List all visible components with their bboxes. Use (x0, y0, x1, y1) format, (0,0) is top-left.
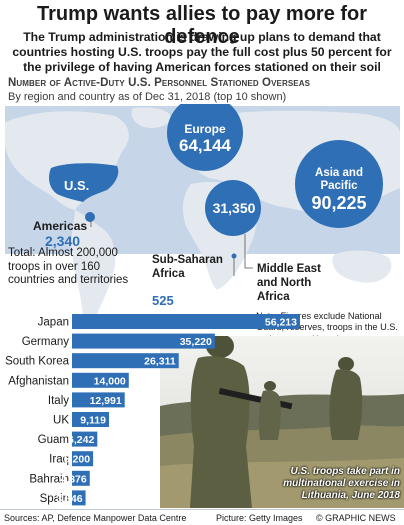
footer-sources: Sources: AP, Defence Manpower Data Centr… (4, 513, 187, 523)
category-label: Bahrain (29, 473, 69, 485)
sub-saharan-africa-bubble (231, 253, 237, 259)
americas-bubble (85, 212, 95, 222)
asia-pacific-value: 90,225 (311, 193, 367, 213)
world-map (5, 104, 400, 332)
total-note: Total: Almost 200,000 troops in over 160… (8, 247, 129, 286)
bar (72, 451, 94, 467)
greenland-shape (131, 107, 172, 128)
soldier-helmet-3 (264, 381, 276, 391)
chart-title: Number of Active-Duty U.S. Personnel Sta… (8, 77, 311, 89)
europe-value: 64,144 (179, 136, 231, 155)
bar (72, 353, 179, 369)
americas-name: Americas (33, 219, 88, 233)
category-label: Italy (48, 395, 69, 407)
bar (72, 431, 98, 447)
bar (72, 470, 90, 486)
footer-copyright: © GRAPHIC NEWS (316, 513, 396, 523)
soldiers-photo (160, 336, 404, 508)
bar (72, 333, 215, 349)
soldier-2 (329, 369, 363, 440)
europe-name: Europe (184, 122, 226, 136)
category-label: Japan (38, 317, 69, 329)
category-label: Spain (40, 493, 69, 505)
bar (72, 314, 300, 329)
bar (72, 392, 125, 408)
us-label: U.S. (64, 178, 90, 193)
page-title: Trump wants allies to pay more for defen… (36, 3, 368, 48)
chart-subtitle: By region and country as of Dec 31, 2018… (8, 91, 287, 103)
middle-east-bubble (205, 180, 261, 236)
bar-value-label: 14,000 (94, 375, 126, 387)
photo-caption: U.S. troops take part in multinational e… (283, 466, 400, 501)
bar (72, 372, 129, 388)
page-subtitle: The Trump administration is drawing up p… (12, 30, 392, 74)
category-label: Guam (38, 434, 69, 446)
bar (72, 490, 86, 506)
bar-value-label: 26,311 (144, 356, 176, 368)
sub-saharan-africa-value: 525 (152, 293, 174, 308)
bar-value-label: 56,213 (265, 317, 297, 329)
us-shape (49, 163, 119, 202)
bar-value-label: 5,200 (64, 454, 90, 466)
asia-pacific-name: Asia and Pacific (315, 167, 363, 192)
category-label: South Korea (5, 356, 70, 368)
bar-value-label: 35,220 (180, 336, 212, 348)
middle-east-leader-line (244, 234, 253, 269)
country-bar-chart: Japan 56,213 Germany 35,220 South Korea 26,31… (5, 314, 300, 506)
footer: Sources: AP, Defence Manpower Data Centr… (0, 509, 404, 525)
category-label: UK (53, 415, 69, 427)
category-label: Germany (22, 336, 70, 348)
bar-value-label: 9,119 (80, 415, 106, 427)
soldier-helmet-2 (338, 357, 354, 371)
category-label: Afghanistan (8, 375, 69, 387)
asia-pacific-bubble (295, 140, 383, 228)
bar (72, 412, 109, 427)
south-america-shape (71, 210, 116, 330)
middle-east-name: Middle East and North Africa (257, 263, 321, 303)
bar-value-label: 6,242 (68, 434, 94, 446)
soldier-3 (258, 390, 281, 440)
europe-bubble (167, 104, 243, 171)
bar-value-label: 12,991 (90, 395, 122, 407)
middle-east-value: 31,350 (212, 200, 256, 216)
bar-value-label: 3,346 (56, 493, 82, 505)
bar-value-label: 4,376 (60, 473, 86, 485)
australia-shape (332, 250, 392, 283)
footer-picture-credit: Picture: Getty Images (216, 513, 303, 523)
category-label: Iraq (49, 454, 69, 466)
sub-saharan-africa-name: Sub-Saharan Africa (152, 254, 223, 280)
americas-value: 2,340 (45, 233, 81, 249)
